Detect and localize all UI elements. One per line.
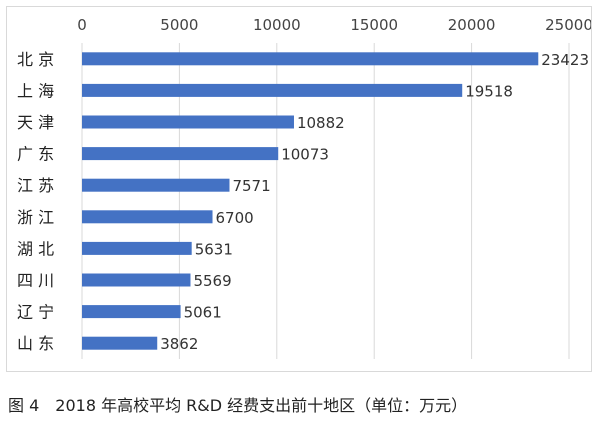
data-label: 3862 (160, 335, 198, 353)
bar (82, 210, 213, 224)
caption-text: 2018 年高校平均 R&D 经费支出前十地区（单位：万元） (55, 396, 468, 415)
bars (82, 52, 539, 350)
data-label: 5061 (184, 304, 222, 322)
data-label: 6700 (216, 209, 254, 227)
bar (82, 83, 463, 97)
category-label: 四 川 (17, 271, 54, 290)
x-tick-label: 20000 (448, 16, 496, 34)
data-label: 7571 (232, 177, 270, 195)
x-tick-label: 0 (77, 16, 87, 34)
bar (82, 305, 181, 319)
category-labels: 北 京上 海天 津广 东江 苏浙 江湖 北四 川辽 宁山 东 (17, 50, 54, 353)
category-label: 天 津 (17, 113, 54, 132)
category-label: 湖 北 (17, 239, 54, 258)
x-tick-label: 10000 (253, 16, 301, 34)
category-label: 浙 江 (17, 208, 54, 227)
bar (82, 52, 539, 66)
category-label: 北 京 (17, 50, 54, 69)
data-label: 5631 (195, 240, 233, 258)
category-label: 山 东 (17, 334, 54, 353)
figure-caption: 图 4 2018 年高校平均 R&D 经费支出前十地区（单位：万元） (8, 392, 467, 416)
data-label: 5569 (193, 272, 231, 290)
bar-chart: 0 5000 10000 15000 20000 25000 北 京上 海天 津广 东江 … (17, 16, 591, 359)
data-label: 23423 (541, 51, 589, 69)
x-axis-ticks: 0 5000 10000 15000 20000 25000 (77, 16, 591, 34)
data-label: 10073 (281, 146, 329, 164)
x-tick-label: 25000 (545, 16, 591, 34)
bar (82, 178, 230, 192)
bar (82, 241, 192, 255)
category-label: 上 海 (17, 81, 54, 100)
bar (82, 115, 294, 129)
x-tick-label: 15000 (350, 16, 398, 34)
bar (82, 273, 191, 287)
category-label: 江 苏 (17, 176, 54, 195)
data-label: 10882 (297, 114, 345, 132)
figure-number: 图 4 (8, 396, 40, 415)
data-label: 19518 (465, 82, 513, 100)
category-label: 广 东 (17, 145, 54, 164)
data-labels: 23423 19518 10882 10073 7571 6700 5631 5569 5061… (160, 51, 589, 353)
bar (82, 336, 158, 350)
chart-frame: 0 5000 10000 15000 20000 25000 北 京上 海天 津广 东江 … (6, 6, 592, 372)
x-tick-label: 5000 (160, 16, 198, 34)
bar (82, 147, 279, 161)
category-label: 辽 宁 (17, 303, 54, 322)
